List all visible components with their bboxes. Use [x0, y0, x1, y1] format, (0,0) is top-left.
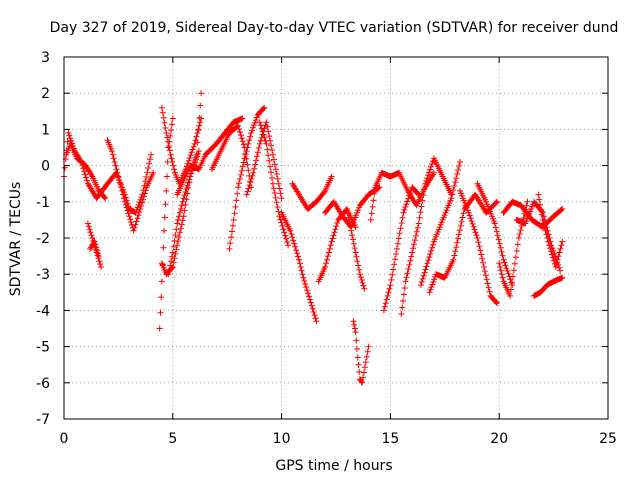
marker-path — [380, 184, 422, 314]
y-axis-label: SDTVAR / TECUs — [8, 182, 24, 297]
marker-path — [474, 180, 516, 289]
series-arc-12 — [209, 122, 255, 191]
y-tick-label: -4 — [36, 303, 50, 319]
y-tick-label: -2 — [36, 231, 50, 247]
y-tick-label: -7 — [36, 412, 50, 428]
y-tick-label: -3 — [36, 267, 50, 283]
series-arc-16 — [289, 173, 335, 212]
series-arc-19 — [343, 206, 368, 292]
y-tick-label: 1 — [41, 122, 50, 138]
series-arc-6 — [156, 115, 176, 332]
marker-path — [535, 191, 566, 270]
marker-path — [156, 115, 176, 332]
series-arc-31 — [531, 274, 566, 299]
marker-path — [278, 209, 320, 325]
marker-path — [343, 206, 368, 292]
marker-path — [289, 173, 335, 212]
series-arc-23 — [380, 184, 422, 314]
marker-path — [398, 155, 455, 317]
series-arc-10 — [174, 115, 246, 198]
series-arc-9 — [165, 90, 205, 278]
x-axis-label: GPS time / hours — [275, 458, 392, 474]
marker-path — [104, 137, 157, 234]
x-tick-label: 10 — [273, 431, 291, 447]
grid-lines — [64, 57, 608, 419]
axis-ticks — [63, 56, 609, 420]
y-tick-label: -1 — [36, 195, 50, 211]
marker-path — [84, 220, 104, 270]
y-tick-label: 0 — [41, 159, 50, 175]
series-arc-3 — [104, 137, 157, 234]
marker-path — [158, 104, 205, 187]
marker-path — [256, 119, 292, 249]
series-arc-22 — [398, 155, 455, 317]
series-arc-5 — [87, 238, 102, 260]
series-arc-15 — [278, 209, 320, 325]
marker-path — [457, 187, 500, 307]
y-tick-label: 2 — [41, 86, 50, 102]
marker-path — [165, 90, 205, 278]
series-arc-24 — [417, 159, 463, 289]
series-arc-27 — [474, 180, 516, 289]
marker-path — [63, 140, 109, 202]
y-tick-label: -5 — [36, 340, 50, 356]
x-tick-label: 15 — [381, 431, 399, 447]
marker-path — [350, 318, 372, 386]
x-tick-label: 5 — [168, 431, 177, 447]
marker-path — [87, 238, 102, 260]
series-arc-7 — [158, 104, 205, 187]
marker-path — [209, 122, 255, 191]
series-arc-32 — [535, 191, 566, 270]
x-tick-label: 20 — [490, 431, 508, 447]
series-arc-4 — [84, 220, 104, 270]
axis-tick-labels: 0 5 10 15 20 25 -7 -6 -5 -4 -3 -2 -1 0 1 2 3 — [36, 50, 617, 447]
x-tick-label: 25 — [599, 431, 617, 447]
series-arc-2 — [63, 140, 109, 202]
chart-title: Day 327 of 2019, Sidereal Day-to-day VTE… — [50, 20, 619, 36]
series-arc-14 — [256, 119, 292, 249]
y-tick-label: -6 — [36, 376, 50, 392]
marker-path — [417, 159, 463, 289]
data-markers — [61, 90, 566, 386]
marker-path — [174, 115, 246, 198]
marker-path — [531, 274, 566, 299]
x-tick-label: 0 — [60, 431, 69, 447]
series-arc-20 — [350, 318, 372, 386]
series-arc-26 — [457, 187, 500, 307]
y-tick-label: 3 — [41, 50, 50, 66]
